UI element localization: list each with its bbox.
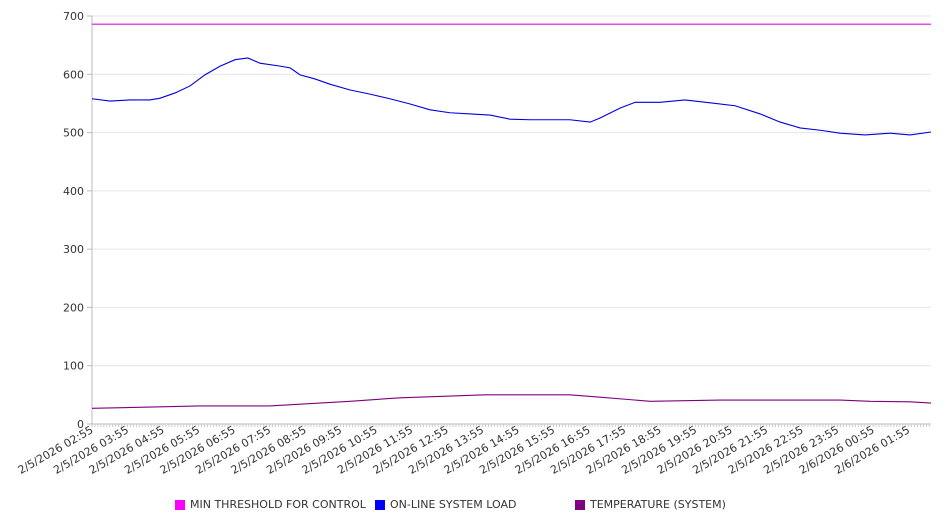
legend-label: ON-LINE SYSTEM LOAD (390, 498, 517, 511)
legend-label: TEMPERATURE (SYSTEM) (590, 498, 726, 511)
y-tick-label: 600 (63, 68, 84, 81)
y-tick-label: 200 (63, 301, 84, 314)
temperature-line (91, 394, 932, 409)
legend-item-temperature[interactable]: TEMPERATURE (SYSTEM) (575, 498, 726, 511)
y-tick-label: 700 (63, 10, 84, 23)
y-tick-label: 100 (63, 360, 84, 373)
y-tick-label: 400 (63, 185, 84, 198)
legend-swatch (175, 499, 185, 510)
legend-item-load[interactable]: ON-LINE SYSTEM LOAD (375, 498, 516, 511)
y-tick-label: 0 (77, 418, 84, 431)
y-tick-label: 300 (63, 243, 84, 256)
legend-swatch (575, 499, 585, 510)
legend: MIN THRESHOLD FOR CONTROL ON-LINE SYSTEM… (0, 498, 946, 514)
legend-item-threshold[interactable]: MIN THRESHOLD FOR CONTROL (175, 498, 366, 511)
system-load-line (91, 57, 932, 136)
y-tick-label: 500 (63, 127, 84, 140)
legend-swatch (375, 499, 385, 510)
legend-label: MIN THRESHOLD FOR CONTROL (190, 498, 366, 511)
